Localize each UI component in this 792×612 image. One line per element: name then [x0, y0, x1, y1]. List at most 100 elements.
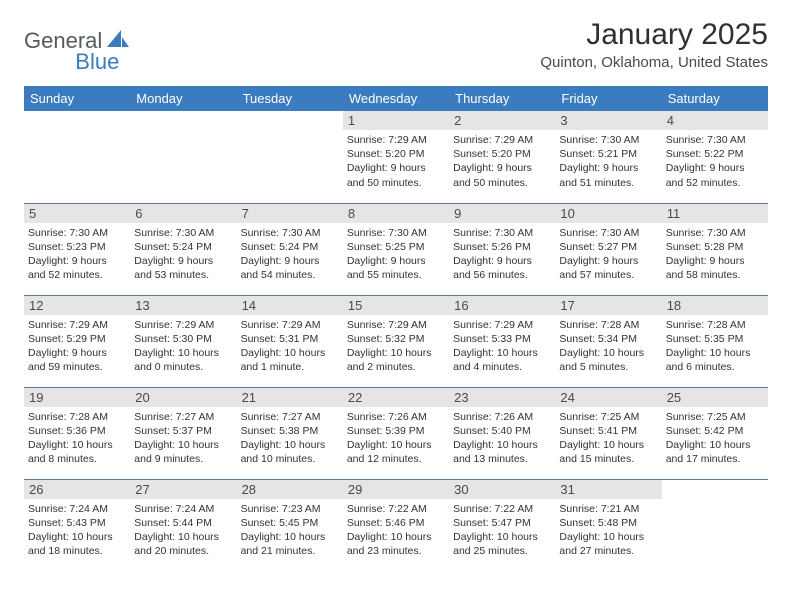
day-details: Sunrise: 7:25 AMSunset: 5:42 PMDaylight:… [666, 410, 764, 467]
calendar-day-cell: 28Sunrise: 7:23 AMSunset: 5:45 PMDayligh… [237, 479, 343, 571]
calendar: SundayMondayTuesdayWednesdayThursdayFrid… [0, 76, 792, 571]
calendar-day-cell: 15Sunrise: 7:29 AMSunset: 5:32 PMDayligh… [343, 295, 449, 387]
day-details: Sunrise: 7:29 AMSunset: 5:20 PMDaylight:… [347, 133, 445, 190]
day-number: 19 [24, 388, 130, 407]
day-details: Sunrise: 7:30 AMSunset: 5:26 PMDaylight:… [453, 226, 551, 283]
calendar-day-cell: . [24, 111, 130, 203]
sunset-text: Sunset: 5:46 PM [347, 516, 445, 530]
weekday-header: Sunday [24, 86, 130, 111]
sunset-text: Sunset: 5:43 PM [28, 516, 126, 530]
calendar-day-cell: 30Sunrise: 7:22 AMSunset: 5:47 PMDayligh… [449, 479, 555, 571]
sunset-text: Sunset: 5:39 PM [347, 424, 445, 438]
weekday-header: Monday [130, 86, 236, 111]
day-details: Sunrise: 7:26 AMSunset: 5:40 PMDaylight:… [453, 410, 551, 467]
day-number: 20 [130, 388, 236, 407]
day-number: 24 [555, 388, 661, 407]
sunset-text: Sunset: 5:35 PM [666, 332, 764, 346]
day-number: 4 [662, 111, 768, 130]
sunset-text: Sunset: 5:40 PM [453, 424, 551, 438]
daylight-text: Daylight: 10 hours and 1 minute. [241, 346, 339, 374]
calendar-week-row: 19Sunrise: 7:28 AMSunset: 5:36 PMDayligh… [24, 387, 768, 479]
day-number: 21 [237, 388, 343, 407]
daylight-text: Daylight: 9 hours and 50 minutes. [347, 161, 445, 189]
daylight-text: Daylight: 9 hours and 54 minutes. [241, 254, 339, 282]
header: General Blue January 2025 Quinton, Oklah… [0, 0, 792, 76]
sunset-text: Sunset: 5:20 PM [347, 147, 445, 161]
sunrise-text: Sunrise: 7:27 AM [134, 410, 232, 424]
sunset-text: Sunset: 5:26 PM [453, 240, 551, 254]
calendar-day-cell: . [662, 479, 768, 571]
sunset-text: Sunset: 5:20 PM [453, 147, 551, 161]
daylight-text: Daylight: 10 hours and 4 minutes. [453, 346, 551, 374]
day-details: Sunrise: 7:21 AMSunset: 5:48 PMDaylight:… [559, 502, 657, 559]
sunset-text: Sunset: 5:44 PM [134, 516, 232, 530]
daylight-text: Daylight: 10 hours and 9 minutes. [134, 438, 232, 466]
calendar-body: ...1Sunrise: 7:29 AMSunset: 5:20 PMDayli… [24, 111, 768, 571]
calendar-day-cell: 31 Sunrise: 7:21 AMSunset: 5:48 PMDayligh… [555, 479, 661, 571]
calendar-day-cell: 11Sunrise: 7:30 AMSunset: 5:28 PMDayligh… [662, 203, 768, 295]
calendar-day-cell: 5 Sunrise: 7:30 AMSunset: 5:23 PMDaylight… [24, 203, 130, 295]
sunset-text: Sunset: 5:29 PM [28, 332, 126, 346]
daylight-text: Daylight: 10 hours and 10 minutes. [241, 438, 339, 466]
day-details: Sunrise: 7:30 AMSunset: 5:23 PMDaylight:… [28, 226, 126, 283]
sunrise-text: Sunrise: 7:30 AM [134, 226, 232, 240]
daylight-text: Daylight: 10 hours and 21 minutes. [241, 530, 339, 558]
calendar-day-cell: 26Sunrise: 7:24 AMSunset: 5:43 PMDayligh… [24, 479, 130, 571]
daylight-text: Daylight: 10 hours and 2 minutes. [347, 346, 445, 374]
day-details: Sunrise: 7:24 AMSunset: 5:44 PMDaylight:… [134, 502, 232, 559]
day-number: 1 [343, 111, 449, 130]
day-number: 18 [662, 296, 768, 315]
sunrise-text: Sunrise: 7:23 AM [241, 502, 339, 516]
logo-text-blue: Blue [75, 49, 119, 75]
daylight-text: Daylight: 9 hours and 52 minutes. [28, 254, 126, 282]
sunrise-text: Sunrise: 7:24 AM [28, 502, 126, 516]
day-number: 5 [24, 204, 130, 223]
sunrise-text: Sunrise: 7:22 AM [453, 502, 551, 516]
sunrise-text: Sunrise: 7:28 AM [28, 410, 126, 424]
calendar-day-cell: 14Sunrise: 7:29 AMSunset: 5:31 PMDayligh… [237, 295, 343, 387]
day-number: 15 [343, 296, 449, 315]
day-details: Sunrise: 7:28 AMSunset: 5:35 PMDaylight:… [666, 318, 764, 375]
calendar-day-cell: 17 Sunrise: 7:28 AMSunset: 5:34 PMDayligh… [555, 295, 661, 387]
sunset-text: Sunset: 5:25 PM [347, 240, 445, 254]
calendar-day-cell: 22Sunrise: 7:26 AMSunset: 5:39 PMDayligh… [343, 387, 449, 479]
day-details: Sunrise: 7:28 AMSunset: 5:34 PMDaylight:… [559, 318, 657, 375]
calendar-day-cell: . [237, 111, 343, 203]
sunrise-text: Sunrise: 7:25 AM [666, 410, 764, 424]
calendar-day-cell: 9 Sunrise: 7:30 AMSunset: 5:26 PMDaylight… [449, 203, 555, 295]
day-number: 3 [555, 111, 661, 130]
sunset-text: Sunset: 5:21 PM [559, 147, 657, 161]
day-details: Sunrise: 7:29 AMSunset: 5:30 PMDaylight:… [134, 318, 232, 375]
day-number: 25 [662, 388, 768, 407]
day-details: Sunrise: 7:27 AMSunset: 5:37 PMDaylight:… [134, 410, 232, 467]
calendar-week-row: 26Sunrise: 7:24 AMSunset: 5:43 PMDayligh… [24, 479, 768, 571]
day-number: 17 [555, 296, 661, 315]
day-number: 31 [555, 480, 661, 499]
calendar-day-cell: 3Sunrise: 7:30 AMSunset: 5:21 PMDaylight… [555, 111, 661, 203]
calendar-day-cell: 6Sunrise: 7:30 AMSunset: 5:24 PMDaylight… [130, 203, 236, 295]
day-number: 7 [237, 204, 343, 223]
sunrise-text: Sunrise: 7:28 AM [666, 318, 764, 332]
daylight-text: Daylight: 9 hours and 55 minutes. [347, 254, 445, 282]
day-details: Sunrise: 7:27 AMSunset: 5:38 PMDaylight:… [241, 410, 339, 467]
weekday-header: Wednesday [343, 86, 449, 111]
day-details: Sunrise: 7:30 AMSunset: 5:25 PMDaylight:… [347, 226, 445, 283]
calendar-day-cell: 27Sunrise: 7:24 AMSunset: 5:44 PMDayligh… [130, 479, 236, 571]
daylight-text: Daylight: 10 hours and 27 minutes. [559, 530, 657, 558]
location-subtitle: Quinton, Oklahoma, United States [540, 54, 768, 71]
day-number: 9 [449, 204, 555, 223]
daylight-text: Daylight: 10 hours and 6 minutes. [666, 346, 764, 374]
daylight-text: Daylight: 10 hours and 13 minutes. [453, 438, 551, 466]
daylight-text: Daylight: 10 hours and 8 minutes. [28, 438, 126, 466]
daylight-text: Daylight: 9 hours and 59 minutes. [28, 346, 126, 374]
day-number: 22 [343, 388, 449, 407]
calendar-day-cell: 1 Sunrise: 7:29 AMSunset: 5:20 PMDaylight… [343, 111, 449, 203]
logo: General Blue [24, 18, 153, 64]
day-details: Sunrise: 7:30 AMSunset: 5:24 PMDaylight:… [241, 226, 339, 283]
weekday-header: Tuesday [237, 86, 343, 111]
sunset-text: Sunset: 5:42 PM [666, 424, 764, 438]
calendar-day-cell: 13Sunrise: 7:29 AMSunset: 5:30 PMDayligh… [130, 295, 236, 387]
sunrise-text: Sunrise: 7:29 AM [134, 318, 232, 332]
daylight-text: Daylight: 10 hours and 20 minutes. [134, 530, 232, 558]
day-details: Sunrise: 7:24 AMSunset: 5:43 PMDaylight:… [28, 502, 126, 559]
